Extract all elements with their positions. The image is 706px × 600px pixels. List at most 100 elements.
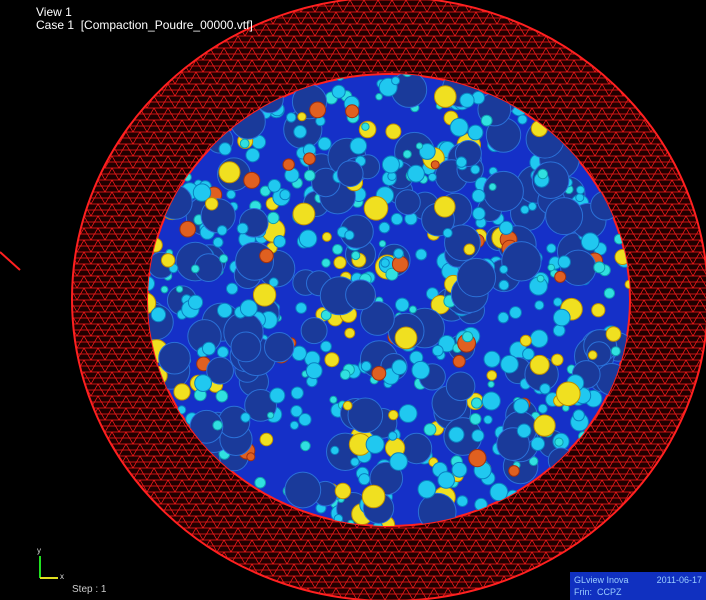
particle (219, 143, 231, 155)
particle (293, 203, 315, 225)
particle (501, 355, 519, 373)
particle (340, 370, 350, 380)
particle (391, 213, 402, 224)
particle (450, 118, 468, 136)
particle (351, 458, 359, 466)
particle (348, 398, 383, 433)
particle (217, 347, 228, 358)
particle (538, 169, 548, 179)
particle (395, 190, 420, 215)
particle (333, 245, 343, 255)
particle (435, 197, 456, 218)
particle (283, 159, 294, 170)
particle (213, 421, 222, 430)
particle (359, 474, 370, 485)
particle (553, 325, 565, 337)
particle (514, 399, 529, 414)
particle (538, 404, 547, 413)
particle (318, 137, 331, 150)
particle (523, 348, 535, 360)
particle (330, 396, 337, 403)
particle (322, 259, 330, 267)
particle (260, 433, 273, 446)
particle (299, 414, 311, 426)
particle (216, 390, 228, 402)
particle (304, 153, 316, 165)
particle (382, 156, 399, 173)
particle (558, 256, 570, 268)
particle (227, 283, 238, 294)
particle (472, 430, 484, 442)
particle (530, 330, 547, 347)
particle (500, 265, 508, 273)
particle (611, 347, 620, 356)
particle (321, 341, 332, 352)
particle (220, 255, 228, 263)
particle (557, 382, 581, 406)
particle (362, 485, 385, 508)
particle (195, 375, 212, 392)
particle (191, 265, 199, 273)
particle (285, 472, 321, 508)
particle (260, 249, 274, 263)
particle (159, 342, 191, 374)
particle (555, 438, 563, 446)
particle (270, 388, 285, 403)
particle (546, 198, 583, 235)
particle (552, 354, 563, 365)
particle (548, 264, 555, 271)
particle (392, 77, 400, 85)
particle (433, 345, 444, 356)
particle (332, 85, 345, 98)
axis-y-label: y (37, 546, 41, 555)
particle (161, 286, 168, 293)
particle (581, 233, 599, 251)
particle (268, 180, 281, 193)
particle (488, 381, 494, 387)
particle (325, 353, 339, 367)
particle (428, 173, 436, 181)
particle (334, 257, 346, 269)
particle (517, 424, 531, 438)
axis-x-label: x (60, 572, 64, 581)
particle (554, 309, 571, 326)
particle (489, 183, 496, 190)
particle (346, 105, 359, 118)
particle (416, 249, 427, 260)
particle (452, 462, 467, 477)
particle (457, 496, 468, 507)
particle (408, 165, 425, 182)
particle (555, 271, 566, 282)
particle (253, 284, 275, 306)
particle (376, 94, 382, 100)
product-name: GLview Inova (574, 575, 629, 585)
particle (206, 198, 218, 210)
particle (395, 327, 417, 349)
particle (255, 477, 266, 488)
particle (180, 221, 196, 237)
info-box: GLview Inova 2011-06-17 Frin: CCPZ (570, 572, 706, 600)
particle (310, 102, 326, 118)
particle (487, 371, 497, 381)
particle (268, 212, 279, 223)
particle (484, 351, 500, 367)
particle (392, 256, 408, 272)
scene (0, 0, 706, 600)
particle (244, 172, 260, 188)
particle (294, 126, 307, 139)
particle (472, 190, 485, 203)
particle (176, 286, 182, 292)
particle (392, 360, 407, 375)
particle (554, 298, 562, 306)
particle (335, 483, 350, 498)
particle (331, 446, 339, 454)
particle (509, 466, 520, 477)
particle (227, 190, 236, 199)
particle (520, 335, 531, 346)
viewport: View 1 Case 1 [Compaction_Poudre_00000.v… (0, 0, 706, 600)
particle (534, 415, 555, 436)
particle (449, 427, 464, 442)
particle (540, 384, 550, 394)
particle (537, 275, 544, 282)
particle (510, 307, 522, 319)
